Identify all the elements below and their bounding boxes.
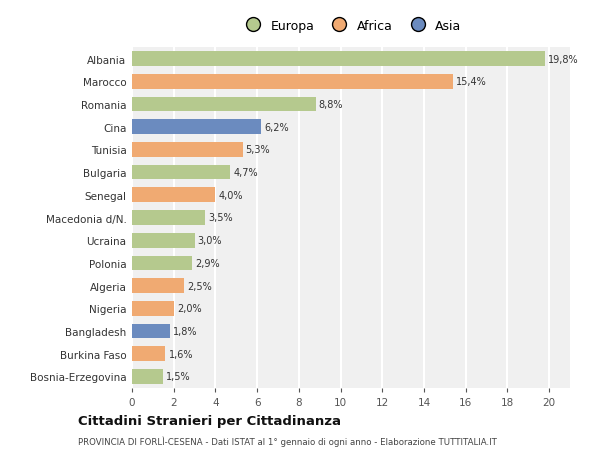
Text: 3,5%: 3,5%: [208, 213, 233, 223]
Bar: [132, 211, 205, 225]
Text: 8,8%: 8,8%: [319, 100, 343, 110]
Bar: [132, 188, 215, 203]
Bar: [132, 279, 184, 293]
Bar: [132, 256, 193, 271]
Bar: [132, 75, 453, 90]
Bar: [132, 324, 170, 339]
Text: 3,0%: 3,0%: [198, 235, 222, 246]
Bar: [132, 143, 242, 157]
Text: 6,2%: 6,2%: [265, 123, 289, 133]
Text: 1,5%: 1,5%: [166, 371, 191, 381]
Text: Cittadini Stranieri per Cittadinanza: Cittadini Stranieri per Cittadinanza: [78, 414, 341, 428]
Text: 19,8%: 19,8%: [548, 55, 579, 65]
Bar: [132, 97, 316, 112]
Text: PROVINCIA DI FORLÌ-CESENA - Dati ISTAT al 1° gennaio di ogni anno - Elaborazione: PROVINCIA DI FORLÌ-CESENA - Dati ISTAT a…: [78, 436, 497, 446]
Bar: [132, 369, 163, 384]
Bar: [132, 233, 194, 248]
Text: 4,7%: 4,7%: [233, 168, 258, 178]
Text: 2,9%: 2,9%: [196, 258, 220, 269]
Text: 2,5%: 2,5%: [187, 281, 212, 291]
Text: 15,4%: 15,4%: [457, 77, 487, 87]
Text: 1,8%: 1,8%: [173, 326, 197, 336]
Bar: [132, 52, 545, 67]
Text: 5,3%: 5,3%: [245, 145, 270, 155]
Text: 1,6%: 1,6%: [169, 349, 193, 359]
Bar: [132, 165, 230, 180]
Bar: [132, 120, 262, 135]
Legend: Europa, Africa, Asia: Europa, Africa, Asia: [238, 17, 464, 35]
Text: 2,0%: 2,0%: [177, 303, 202, 313]
Bar: [132, 301, 174, 316]
Bar: [132, 347, 166, 361]
Text: 4,0%: 4,0%: [218, 190, 243, 201]
